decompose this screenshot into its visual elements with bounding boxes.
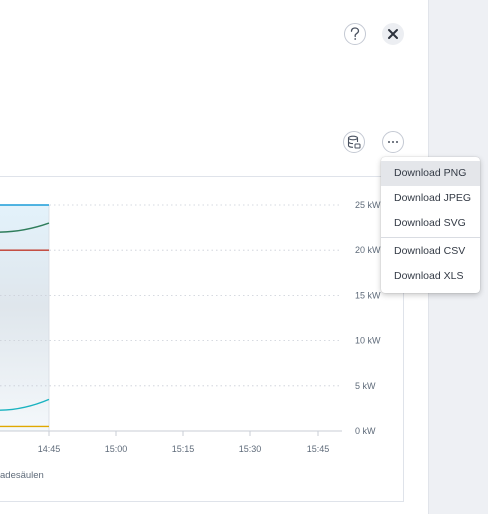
chart-shaded-area [0, 205, 49, 431]
y-tick-label: 20 kW [355, 245, 381, 255]
y-tick-label: 15 kW [355, 290, 381, 300]
data-table-button[interactable] [343, 131, 365, 153]
series-line [0, 398, 50, 411]
question-mark-icon [350, 27, 360, 40]
download-jpeg-item[interactable]: Download JPEG [394, 192, 472, 204]
y-tick-label: 10 kW [355, 336, 381, 346]
ellipsis-icon [388, 141, 398, 143]
power-chart: 0 kW 5 kW 10 kW 15 kW 20 kW 25 kW 14:45 15:00 15… [0, 200, 381, 454]
x-tick-label: 15:00 [105, 444, 128, 454]
database-icon [347, 135, 361, 149]
chart-panel: 0 kW 5 kW 10 kW 15 kW 20 kW 25 kW 14:45 15:00 15… [0, 0, 429, 514]
x-tick-label: 15:30 [239, 444, 262, 454]
close-button[interactable] [382, 23, 404, 45]
download-csv-item[interactable]: Download CSV [394, 245, 466, 257]
chart-container [0, 176, 404, 502]
series-line [0, 222, 50, 233]
y-tick-label: 0 kW [355, 426, 376, 436]
close-x-icon [388, 29, 398, 39]
legend-item[interactable]: adesäulen [0, 470, 44, 481]
download-svg-item[interactable]: Download SVG [394, 217, 466, 229]
y-tick-label: 5 kW [355, 381, 376, 391]
x-tick-label: 14:45 [38, 444, 61, 454]
menu-divider [381, 237, 480, 238]
y-tick-label: 25 kW [355, 200, 381, 210]
download-png-item[interactable]: Download PNG [381, 161, 480, 186]
download-xls-item[interactable]: Download XLS [394, 270, 464, 282]
help-button[interactable] [344, 23, 366, 45]
export-menu: Download PNG Download JPEG Download SVG … [381, 157, 480, 293]
x-tick-label: 15:45 [307, 444, 330, 454]
x-tick-label: 15:15 [172, 444, 195, 454]
more-options-button[interactable] [382, 131, 404, 153]
